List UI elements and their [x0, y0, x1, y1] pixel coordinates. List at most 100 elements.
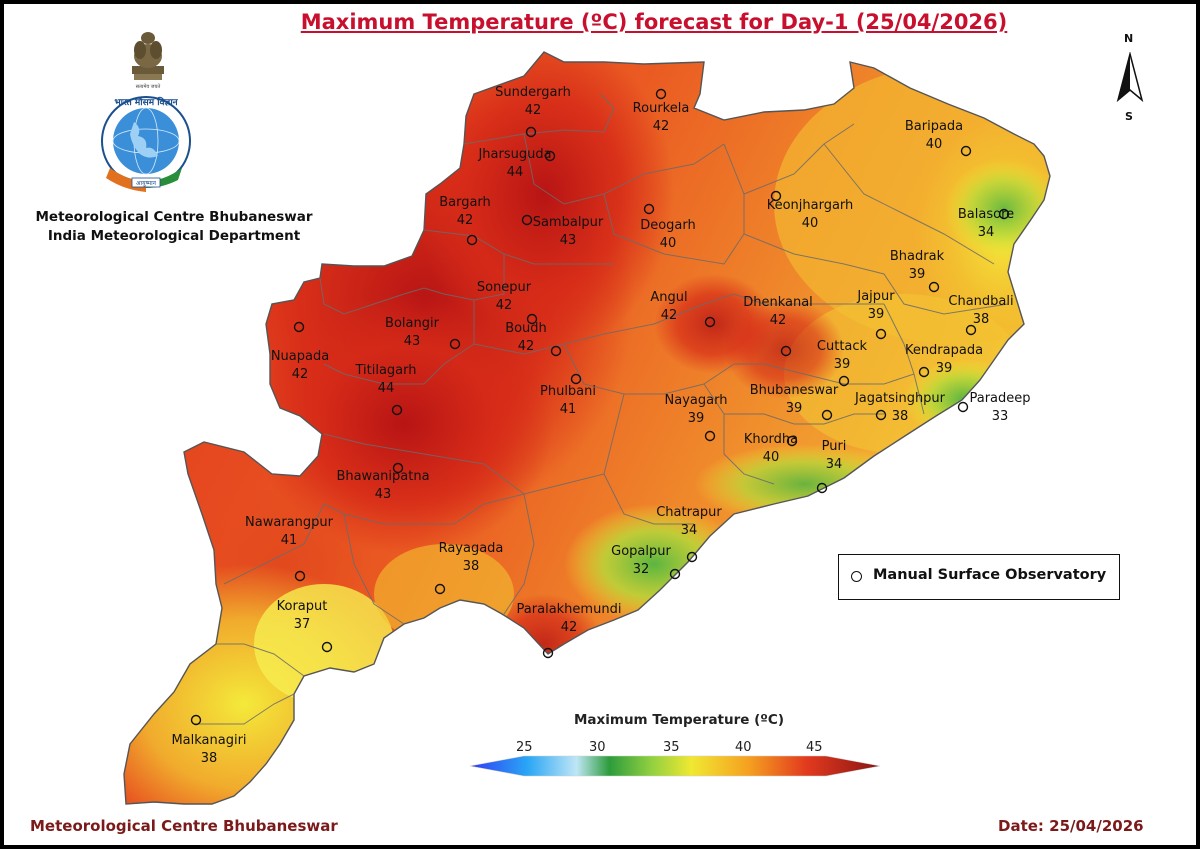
station-bhadrak: Bhadrak 39 — [890, 249, 945, 293]
station-name: Koraput — [277, 599, 328, 614]
station-temperature: 43 — [560, 233, 577, 248]
colorbar-bar — [469, 755, 881, 777]
station-marker-icon — [704, 316, 716, 328]
station-cuttack: Cuttack 39 — [817, 339, 868, 387]
station-marker-icon — [391, 404, 403, 416]
org-line-2: India Meteorological Department — [47, 228, 301, 244]
station-name: Angul — [650, 290, 687, 305]
station-temperature: 37 — [294, 617, 311, 632]
station-marker-icon — [570, 373, 582, 385]
north-arrow-icon — [1116, 52, 1144, 103]
station-name: Deogarh — [640, 218, 696, 233]
station-koraput: Koraput 37 — [277, 599, 333, 653]
station-marker-icon — [704, 430, 716, 442]
station-name: Khordha — [744, 432, 798, 447]
station-gopalpur: Gopalpur 32 — [611, 544, 681, 580]
station-marker-icon — [875, 328, 887, 340]
station-marker-icon — [875, 409, 887, 421]
station-marker-icon — [821, 409, 833, 421]
station-titilagarh: Titilagarh 44 — [354, 363, 417, 416]
colorbar-tick-35: 35 — [663, 740, 680, 755]
observatory-legend: Manual Surface Observatory — [838, 554, 1120, 600]
station-name: Sundergarh — [495, 85, 571, 100]
colorbar-tick-45: 45 — [806, 740, 823, 755]
station-phulbani: Phulbani 41 — [540, 373, 596, 417]
station-marker-icon — [838, 375, 850, 387]
station-name: Jagatsinghpur — [854, 391, 946, 406]
station-marker-icon — [526, 313, 538, 325]
station-malkanagiri: Malkanagiri 38 — [171, 714, 247, 766]
station-marker-icon — [466, 234, 478, 246]
station-temperature: 39 — [909, 267, 926, 282]
station-temperature: 40 — [926, 137, 943, 152]
station-temperature: 38 — [201, 751, 218, 766]
station-temperature: 44 — [378, 381, 395, 396]
station-rayagada: Rayagada 38 — [434, 541, 504, 595]
station-marker-icon — [544, 150, 556, 162]
station-nawarangpur: Nawarangpur 41 — [245, 515, 334, 582]
station-nuapada: Nuapada 42 — [271, 321, 329, 382]
map-title: Maximum Temperature (ºC) forecast for Da… — [300, 10, 1008, 34]
station-marker-icon — [780, 345, 792, 357]
station-name: Sonepur — [477, 280, 532, 295]
station-paradeep: Paradeep 33 — [957, 391, 1031, 424]
observatory-legend-label: Manual Surface Observatory — [873, 567, 1107, 583]
station-marker-icon — [521, 214, 533, 226]
station-kendrapada: Kendrapada 39 — [905, 343, 983, 378]
station-name: Malkanagiri — [171, 733, 246, 748]
colorbar-tick-40: 40 — [735, 740, 752, 755]
station-bargarh: Bargarh 42 — [439, 195, 491, 246]
station-balasore: Balasore 34 — [958, 207, 1014, 240]
station-marker-icon — [550, 345, 562, 357]
station-marker-icon — [998, 208, 1010, 220]
station-marker-icon — [918, 366, 930, 378]
station-temperature: 34 — [978, 225, 995, 240]
station-temperature: 42 — [661, 308, 678, 323]
station-chatrapur: Chatrapur 34 — [656, 505, 722, 563]
station-sundergarh: Sundergarh 42 — [495, 85, 571, 138]
station-temperature: 42 — [770, 313, 787, 328]
colorbar — [469, 755, 881, 777]
state-boundary — [123, 51, 1051, 805]
station-marker-icon — [190, 714, 202, 726]
station-temperature: 39 — [834, 357, 851, 372]
station-temperature: 33 — [992, 409, 1009, 424]
svg-text:आयुष्मान: आयुष्मान — [136, 180, 157, 187]
compass-north-label: N — [1124, 32, 1134, 45]
station-marker-icon — [770, 190, 782, 202]
station-name: Rayagada — [439, 541, 504, 556]
station-marker-icon — [957, 401, 969, 413]
station-rourkela: Rourkela 42 — [633, 88, 689, 134]
odisha-temperature-map: Sundergarh 42 Rourkela 42 Jharsuguda 44 Bargar… — [123, 51, 1051, 805]
station-deogarh: Deogarh 40 — [640, 203, 696, 251]
station-temperature: 34 — [826, 457, 843, 472]
svg-text:सत्यमेव जयते: सत्यमेव जयते — [136, 83, 161, 90]
station-temperature: 42 — [292, 367, 309, 382]
station-name: Kendrapada — [905, 343, 983, 358]
station-temperature: 41 — [281, 533, 298, 548]
station-boudh: Boudh 42 — [505, 321, 562, 357]
station-sambalpur: Sambalpur 43 — [521, 214, 604, 248]
station-keonjhargarh: Keonjhargarh 40 — [767, 190, 853, 231]
station-marker-icon — [321, 641, 333, 653]
station-paralakhemundi: Paralakhemundi 42 — [517, 602, 621, 659]
station-temperature: 39 — [936, 361, 953, 376]
observatory-marker-icon — [851, 571, 862, 582]
station-temperature: 40 — [763, 450, 780, 465]
station-temperature: 44 — [507, 165, 524, 180]
station-marker-icon — [816, 482, 828, 494]
svg-text:भारत मौसम विज्ञान: भारत मौसम विज्ञान — [114, 96, 178, 108]
station-sonepur: Sonepur 42 — [477, 280, 538, 325]
station-marker-icon — [449, 338, 461, 350]
station-name: Chandbali — [948, 294, 1013, 309]
station-name: Titilagarh — [354, 363, 416, 378]
imd-logo: सत्यमेव जयते भारत मौसम विज्ञान आयुष्मान — [101, 32, 191, 192]
compass-south-label: S — [1125, 110, 1133, 123]
station-temperature: 42 — [518, 339, 535, 354]
station-name: Nawarangpur — [245, 515, 334, 530]
station-name: Balasore — [958, 207, 1014, 222]
station-marker-icon — [293, 321, 305, 333]
footer-date: Date: 25/04/2026 — [998, 817, 1144, 835]
district-boundaries — [194, 93, 1009, 725]
station-name: Jajpur — [856, 289, 895, 304]
